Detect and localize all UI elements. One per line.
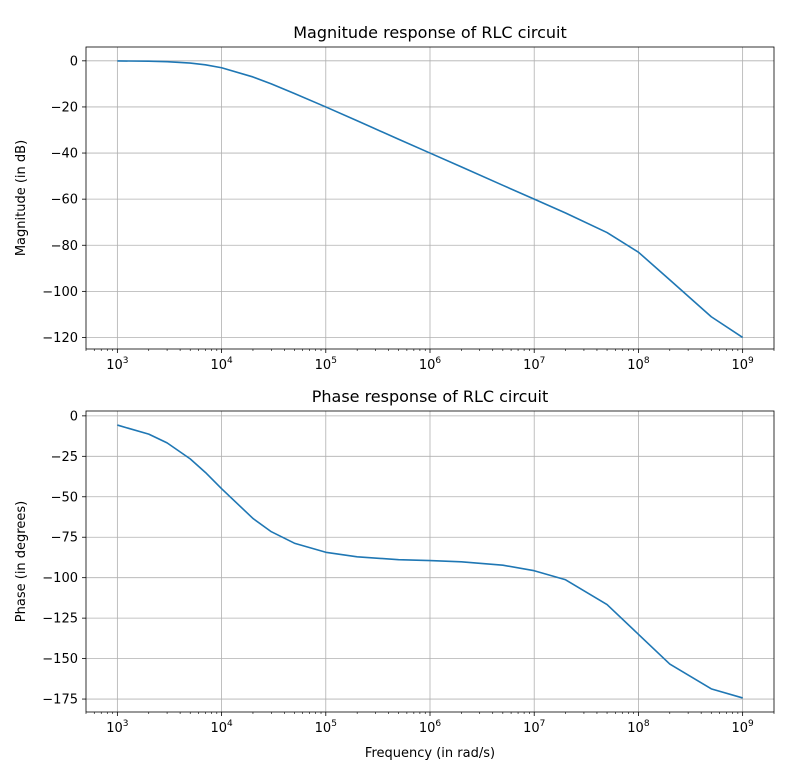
phase-x-tick-label: 108 bbox=[627, 719, 650, 736]
phase-x-tick-label: 109 bbox=[731, 719, 754, 736]
phase-x-tick-label: 103 bbox=[106, 719, 128, 736]
magnitude-x-tick-label: 106 bbox=[419, 356, 442, 373]
magnitude-x-tick-label: 109 bbox=[731, 356, 754, 373]
magnitude-y-tick-label: −100 bbox=[42, 285, 78, 300]
magnitude-chart: 103 104 105 106 107 108 109 0 −20 −40 −60 −80 −100 −1… bbox=[14, 23, 775, 373]
phase-y-tick-label: −175 bbox=[42, 693, 78, 708]
phase-chart: 103 104 105 106 107 108 109 0 −25 −50 −75 −100 −125 −… bbox=[14, 387, 775, 761]
magnitude-series-line bbox=[117, 60, 744, 339]
phase-axes-frame bbox=[85, 410, 775, 713]
magnitude-y-tick-label: −60 bbox=[51, 193, 78, 208]
magnitude-x-tick-label: 105 bbox=[315, 356, 337, 373]
magnitude-x-tick-label: 107 bbox=[523, 356, 545, 373]
phase-y-tick-label: −75 bbox=[51, 531, 78, 546]
phase-series-line bbox=[117, 424, 743, 699]
magnitude-axes-frame bbox=[85, 46, 775, 350]
magnitude-y-tick-label: −40 bbox=[51, 147, 78, 162]
magnitude-x-tick-label: 104 bbox=[210, 356, 233, 373]
magnitude-y-tick-label: 0 bbox=[70, 54, 78, 69]
phase-x-tick-label: 104 bbox=[210, 719, 233, 736]
magnitude-y-tick-label: −120 bbox=[42, 331, 78, 346]
magnitude-chart-title: Magnitude response of RLC circuit bbox=[293, 23, 567, 42]
magnitude-y-tick-label: −80 bbox=[51, 239, 78, 254]
magnitude-y-axis-label: Magnitude (in dB) bbox=[14, 140, 29, 256]
phase-y-tick-label: −150 bbox=[42, 652, 78, 667]
phase-y-tick-label: −25 bbox=[51, 450, 78, 465]
magnitude-x-tick-label: 108 bbox=[627, 356, 650, 373]
phase-x-tick-label: 106 bbox=[419, 719, 442, 736]
phase-y-axis-label: Phase (in degrees) bbox=[14, 501, 29, 622]
phase-y-tick-label: −50 bbox=[51, 490, 78, 505]
phase-y-tick-label: −100 bbox=[42, 571, 78, 586]
phase-y-tick-label: 0 bbox=[70, 409, 78, 424]
phase-x-tick-label: 107 bbox=[523, 719, 545, 736]
phase-x-tick-label: 105 bbox=[315, 719, 337, 736]
phase-x-axis-label: Frequency (in rad/s) bbox=[365, 746, 495, 761]
magnitude-x-tick-label: 103 bbox=[106, 356, 128, 373]
phase-chart-title: Phase response of RLC circuit bbox=[312, 387, 549, 406]
magnitude-y-tick-label: −20 bbox=[51, 100, 78, 115]
phase-y-tick-label: −125 bbox=[42, 612, 78, 627]
